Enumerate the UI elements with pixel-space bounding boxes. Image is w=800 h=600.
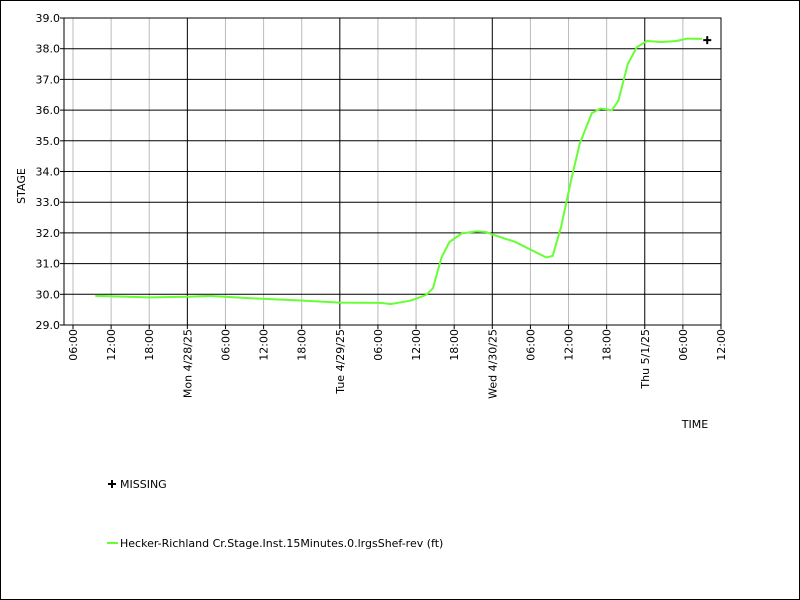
x-tick-label: 12:00 bbox=[258, 329, 271, 361]
data-line bbox=[95, 37, 702, 306]
x-tick-label: 18:00 bbox=[296, 329, 309, 361]
x-tick-label: 06:00 bbox=[219, 329, 232, 361]
x-tick-label: 12:00 bbox=[410, 329, 423, 361]
y-tick-label: 29.0 bbox=[36, 319, 61, 332]
x-tick-label: 12:00 bbox=[105, 329, 118, 361]
plot-border bbox=[63, 17, 722, 326]
legend-label: MISSING bbox=[120, 478, 167, 491]
x-tick-label: Mon 4/28/25 bbox=[181, 329, 194, 398]
y-tick-label: 30.0 bbox=[36, 288, 61, 301]
x-tick-label: 12:00 bbox=[715, 329, 728, 361]
x-tick-label: 06:00 bbox=[372, 329, 385, 361]
y-tick-label: 32.0 bbox=[36, 227, 61, 240]
x-tick-label: 06:00 bbox=[67, 329, 80, 361]
y-tick-label: 36.0 bbox=[36, 104, 61, 117]
missing-marker bbox=[703, 36, 712, 45]
x-axis-label: TIME bbox=[681, 418, 708, 431]
y-tick-label: 39.0 bbox=[36, 12, 61, 25]
x-tick-label: Tue 4/29/25 bbox=[334, 329, 347, 395]
y-tick-label: 31.0 bbox=[36, 258, 61, 271]
x-tick-label: 18:00 bbox=[448, 329, 461, 361]
y-axis-label: STAGE bbox=[15, 168, 28, 204]
x-tick-label: 06:00 bbox=[524, 329, 537, 361]
y-tick-label: 38.0 bbox=[36, 43, 61, 56]
legend-label: Hecker-Richland Cr.Stage.Inst.15Minutes.… bbox=[120, 537, 443, 550]
x-tick-label: 12:00 bbox=[563, 329, 576, 361]
x-tick-label: 18:00 bbox=[143, 329, 156, 361]
x-tick-label: 06:00 bbox=[677, 329, 690, 361]
x-tick-label: Thu 5/1/25 bbox=[639, 329, 652, 390]
y-tick-label: 35.0 bbox=[36, 135, 61, 148]
legend-swatch bbox=[108, 480, 116, 488]
x-tick-label: 18:00 bbox=[601, 329, 614, 361]
y-tick-label: 33.0 bbox=[36, 196, 61, 209]
y-tick-label: 37.0 bbox=[36, 73, 61, 86]
y-tick-label: 34.0 bbox=[36, 166, 61, 179]
x-tick-label: Wed 4/30/25 bbox=[486, 329, 499, 399]
